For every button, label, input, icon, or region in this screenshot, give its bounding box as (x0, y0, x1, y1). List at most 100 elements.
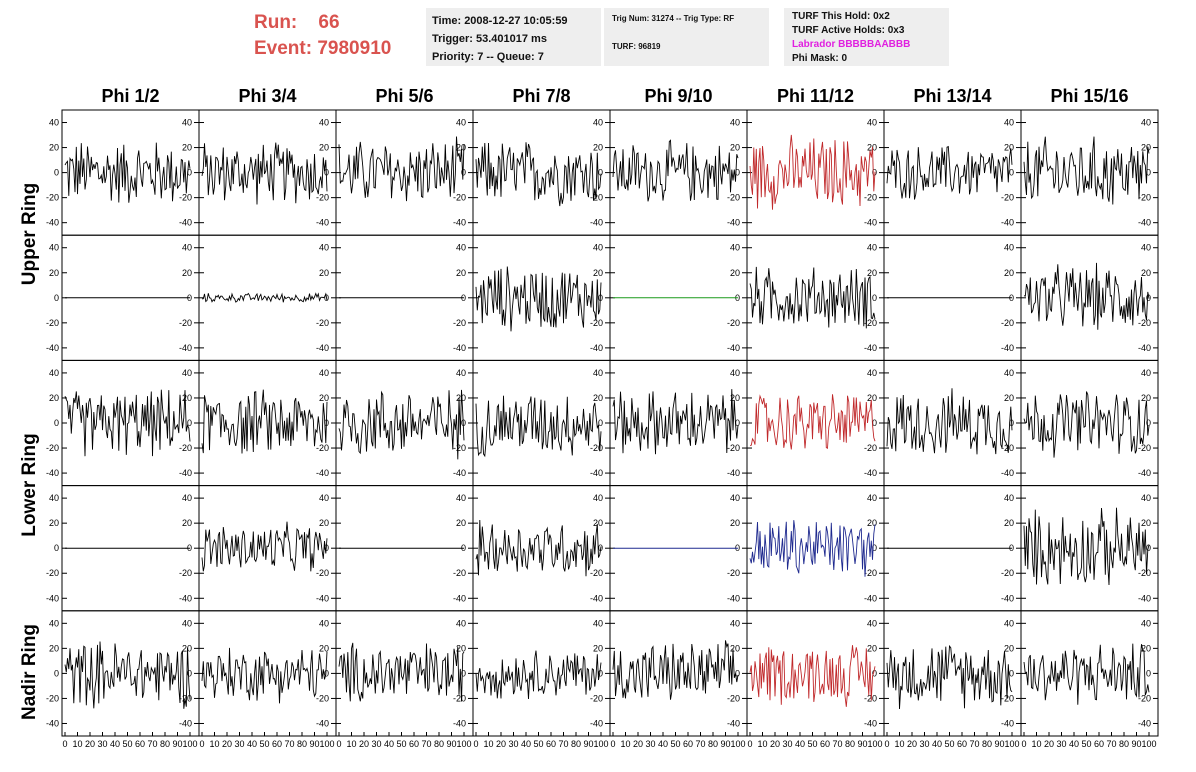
y-tick-label: 20 (1004, 143, 1014, 153)
y-tick-label: 40 (49, 618, 59, 628)
x-tick-label: 90 (994, 739, 1004, 749)
y-tick-label: 20 (182, 143, 192, 153)
x-tick-label: 30 (234, 739, 244, 749)
y-tick-label: -20 (46, 318, 59, 328)
y-tick-label: -20 (46, 443, 59, 453)
y-tick-label: -40 (1001, 593, 1014, 603)
y-tick-label: -40 (727, 718, 740, 728)
x-tick-label: 60 (409, 739, 419, 749)
y-tick-label: 0 (598, 418, 603, 428)
y-tick-label: 40 (319, 118, 329, 128)
y-tick-label: 0 (324, 668, 329, 678)
time-text: Time: 2008-12-27 10:05:59 (432, 15, 568, 27)
x-tick-label: 40 (110, 739, 120, 749)
x-tick-label: 50 (533, 739, 543, 749)
waveform-trace (201, 142, 328, 205)
x-tick-label: 80 (1119, 739, 1129, 749)
y-tick-label: -40 (316, 593, 329, 603)
y-tick-label: 0 (1146, 168, 1151, 178)
x-tick-label: 80 (708, 739, 718, 749)
y-tick-label: 0 (598, 168, 603, 178)
x-tick-label: 90 (172, 739, 182, 749)
time-info-box: Time: 2008-12-27 10:05:59 Trigger: 53.40… (426, 8, 601, 66)
y-tick-label: 40 (593, 493, 603, 503)
y-tick-label: 20 (1004, 393, 1014, 403)
y-tick-label: -40 (1138, 218, 1151, 228)
waveform-trace (749, 520, 876, 577)
y-tick-label: -40 (179, 718, 192, 728)
waveform-trace (1023, 643, 1150, 705)
run-value: 66 (318, 12, 340, 33)
y-tick-label: 40 (182, 493, 192, 503)
x-tick-label: 70 (558, 739, 568, 749)
y-tick-label: 20 (1004, 643, 1014, 653)
waveform-trace (749, 394, 876, 450)
y-tick-label: -20 (453, 193, 466, 203)
y-tick-label: 20 (1141, 643, 1151, 653)
y-tick-label: 20 (182, 643, 192, 653)
y-tick-label: -40 (46, 343, 59, 353)
x-tick-label: 100 (319, 739, 334, 749)
y-tick-label: -20 (727, 568, 740, 578)
x-tick-label: 0 (473, 739, 478, 749)
y-tick-label: 20 (867, 393, 877, 403)
y-tick-label: 40 (1141, 618, 1151, 628)
trig-info-box: Trig Num: 31274 -- Trig Type: RF TURF: 9… (604, 8, 769, 66)
y-tick-label: -40 (179, 218, 192, 228)
y-tick-label: 40 (867, 618, 877, 628)
waveform-trace (475, 142, 602, 207)
y-tick-label: 0 (54, 293, 59, 303)
x-tick-label: 90 (857, 739, 867, 749)
trig-text: Trig Num: 31274 -- Trig Type: RF (612, 14, 735, 23)
y-tick-label: -20 (1138, 443, 1151, 453)
x-tick-label: 100 (456, 739, 471, 749)
waveform-trace (64, 641, 191, 709)
x-tick-label: 80 (571, 739, 581, 749)
y-tick-label: 0 (461, 668, 466, 678)
x-tick-label: 20 (907, 739, 917, 749)
y-tick-label: 0 (1009, 668, 1014, 678)
x-tick-label: 80 (982, 739, 992, 749)
panel-frame (61, 359, 200, 487)
column-header: Phi 13/14 (913, 86, 992, 106)
x-tick-label: 70 (421, 739, 431, 749)
y-tick-label: -20 (1001, 568, 1014, 578)
turf-active-holds: TURF Active Holds: 0x3 (792, 25, 905, 36)
x-tick-label: 40 (658, 739, 668, 749)
y-tick-label: -20 (1001, 193, 1014, 203)
x-tick-label: 40 (247, 739, 257, 749)
y-tick-label: 40 (1004, 493, 1014, 503)
y-tick-label: -20 (1001, 318, 1014, 328)
y-tick-label: -40 (1138, 718, 1151, 728)
y-tick-label: 40 (456, 618, 466, 628)
column-header: Phi 7/8 (512, 86, 571, 106)
y-tick-label: -20 (46, 693, 59, 703)
y-tick-label: 0 (1009, 168, 1014, 178)
waveform-trace (338, 642, 465, 702)
y-tick-label: 0 (598, 668, 603, 678)
waveform-trace (64, 389, 191, 457)
y-tick-label: -20 (864, 568, 877, 578)
y-tick-label: -40 (590, 718, 603, 728)
y-tick-label: 20 (49, 143, 59, 153)
y-tick-label: 40 (730, 618, 740, 628)
priority-text: Priority: 7 -- Queue: 7 (432, 51, 544, 63)
y-tick-label: 40 (1004, 618, 1014, 628)
panel-frame (198, 485, 337, 612)
x-tick-label: 90 (446, 739, 456, 749)
y-tick-label: 20 (49, 518, 59, 528)
y-tick-label: -20 (453, 318, 466, 328)
waveform-trace (886, 145, 1013, 200)
y-tick-label: -20 (1001, 693, 1014, 703)
y-tick-label: -20 (46, 568, 59, 578)
y-tick-label: -40 (453, 593, 466, 603)
waveform-trace (475, 650, 602, 700)
y-tick-label: 40 (1141, 493, 1151, 503)
x-tick-label: 30 (371, 739, 381, 749)
y-tick-label: -20 (727, 443, 740, 453)
y-tick-label: -20 (453, 693, 466, 703)
y-tick-label: -20 (316, 318, 329, 328)
x-tick-label: 100 (730, 739, 745, 749)
waveform-trace (1023, 136, 1150, 205)
y-tick-label: 40 (49, 243, 59, 253)
